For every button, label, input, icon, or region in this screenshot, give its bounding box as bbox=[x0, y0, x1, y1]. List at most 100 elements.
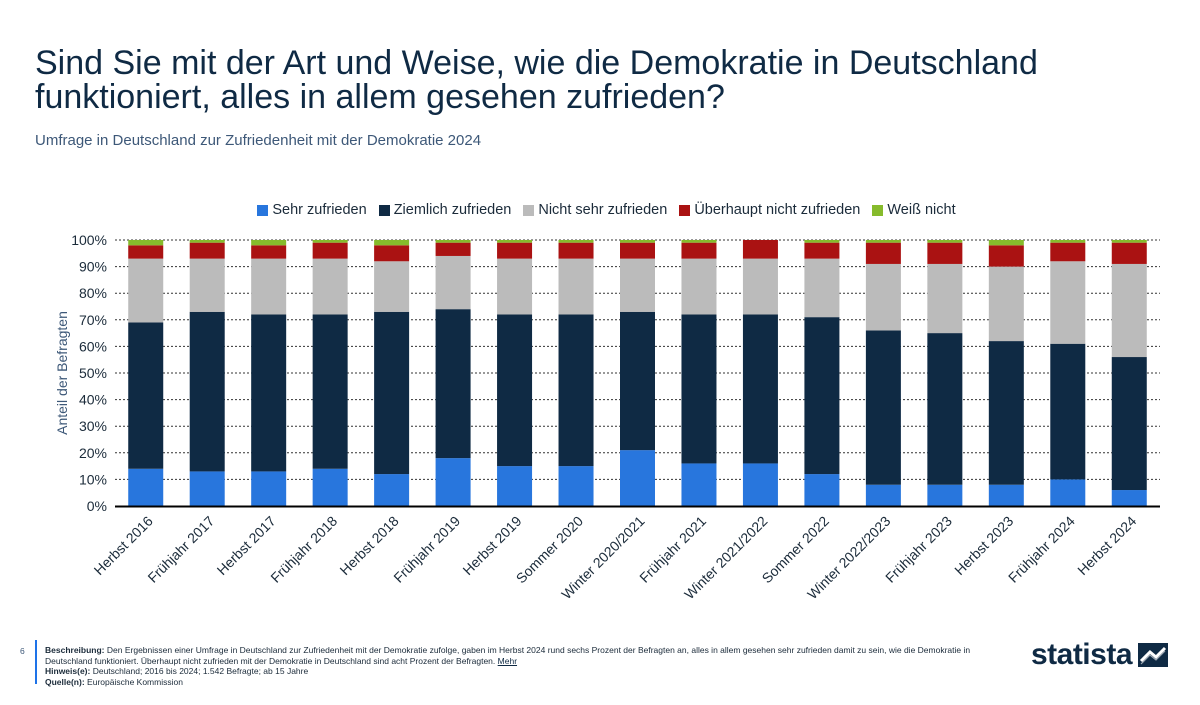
bar-segment bbox=[865, 484, 901, 506]
bar-segment bbox=[497, 240, 533, 243]
legend-label: Ziemlich zufrieden bbox=[393, 202, 512, 218]
bar-segment bbox=[1111, 263, 1147, 358]
legend-label: Sehr zufrieden bbox=[272, 202, 367, 218]
bar-segment bbox=[497, 314, 533, 467]
brand-name: statista bbox=[1030, 638, 1133, 671]
bar-segment bbox=[1050, 479, 1086, 506]
bar-segment bbox=[620, 258, 655, 312]
footer: 6 Beschreibung: Den Ergebnissen einer Um… bbox=[0, 638, 1200, 705]
legend-item[interactable]: Überhaupt nicht zufrieden bbox=[679, 202, 860, 218]
bar-segment bbox=[189, 311, 225, 472]
bar-segment bbox=[189, 242, 225, 259]
bar-segment bbox=[988, 240, 1024, 246]
y-tick-label: 10% bbox=[79, 471, 107, 487]
legend-item[interactable]: Ziemlich zufrieden bbox=[378, 202, 512, 218]
bar-segment bbox=[865, 242, 901, 264]
bar-segment bbox=[128, 245, 164, 259]
legend-item[interactable]: Weiß nicht bbox=[872, 202, 956, 218]
legend-label: Überhaupt nicht zufrieden bbox=[694, 202, 861, 218]
bar-segment bbox=[435, 309, 471, 459]
bar-segment bbox=[312, 242, 348, 259]
y-tick-label: 30% bbox=[79, 418, 107, 434]
page-subtitle: Umfrage in Deutschland zur Zufriedenheit… bbox=[35, 132, 482, 149]
y-tick-label: 0% bbox=[87, 498, 107, 514]
y-tick-label: 80% bbox=[79, 285, 107, 301]
bar-segment bbox=[681, 242, 717, 259]
bar-segment bbox=[558, 466, 594, 506]
bar-segment bbox=[988, 341, 1024, 485]
bar-segment bbox=[312, 258, 348, 315]
bar-segment bbox=[865, 330, 901, 485]
bar-segment bbox=[435, 240, 471, 243]
legend-swatch bbox=[872, 204, 884, 216]
bar-segment bbox=[804, 317, 840, 475]
bar-segment bbox=[804, 242, 840, 259]
bar-segment bbox=[927, 484, 963, 506]
stacked-bar-chart: 0% 10% 20% 30% 40% 50% 60% 70% 80% 90% 100% Anteil … bbox=[54, 232, 1160, 602]
source-text: Europäische Kommission bbox=[87, 676, 183, 687]
x-tick-label: Herbst 2016 bbox=[91, 513, 156, 578]
bar-segment bbox=[927, 242, 963, 264]
bar-segment bbox=[1111, 240, 1147, 243]
description-label: Beschreibung: bbox=[45, 645, 105, 655]
bar-segment bbox=[1050, 242, 1086, 262]
bar-segment bbox=[128, 258, 164, 323]
bar-segment bbox=[1111, 242, 1147, 264]
bar-segment bbox=[804, 474, 840, 506]
bar-segment bbox=[251, 258, 287, 315]
y-axis-label: Anteil der Befragten bbox=[54, 311, 70, 435]
bar-segment bbox=[681, 240, 717, 243]
footer-text: Beschreibung: Den Ergebnissen einer Umfr… bbox=[45, 645, 1005, 687]
footer-source: Quelle(n): Europäische Kommission bbox=[45, 677, 1005, 688]
bar-segment bbox=[1050, 240, 1086, 243]
description-text: Den Ergebnissen einer Umfrage in Deutsch… bbox=[45, 645, 971, 666]
bar-segment bbox=[620, 240, 655, 243]
bar-segment bbox=[681, 463, 717, 506]
bar-segment bbox=[497, 466, 533, 506]
bar-segment bbox=[620, 311, 655, 451]
bar-segment bbox=[189, 471, 225, 506]
x-tick-label: Herbst 2024 bbox=[1074, 513, 1139, 578]
legend-swatch bbox=[679, 204, 691, 216]
legend-label: Weiß nicht bbox=[887, 202, 956, 218]
bar-segment bbox=[804, 258, 840, 318]
bar-segment bbox=[1050, 261, 1086, 344]
footer-note: Hinweis(e): Deutschland; 2016 bis 2024; … bbox=[45, 666, 1005, 677]
y-tick-label: 60% bbox=[79, 338, 107, 354]
bar-segment bbox=[558, 240, 594, 243]
bar-segment bbox=[374, 261, 410, 312]
bar-segment bbox=[1111, 357, 1147, 491]
y-tick-label: 90% bbox=[79, 259, 107, 275]
legend-label: Nicht sehr zufrieden bbox=[538, 202, 668, 218]
legend-item[interactable]: Sehr zufrieden bbox=[257, 202, 367, 218]
page-number: 6 bbox=[20, 646, 25, 656]
bar-segment bbox=[865, 263, 901, 331]
x-tick-label: Herbst 2017 bbox=[214, 513, 279, 578]
legend-item[interactable]: Nicht sehr zufrieden bbox=[523, 202, 667, 218]
bar-segment bbox=[251, 471, 287, 506]
more-link[interactable]: Mehr bbox=[497, 655, 518, 666]
bar-segment bbox=[558, 314, 594, 467]
statista-logo[interactable]: statista bbox=[1031, 638, 1168, 672]
bar-segment bbox=[435, 255, 471, 310]
bar-segment bbox=[742, 463, 778, 506]
x-tick-label: Herbst 2019 bbox=[459, 513, 524, 578]
bar-segment bbox=[804, 240, 840, 243]
chart-legend: Sehr zufrieden Ziemlich zufrieden Nicht se… bbox=[0, 202, 1200, 218]
bar-segment bbox=[374, 474, 410, 506]
statista-logo-icon bbox=[1138, 643, 1168, 667]
page-title: Sind Sie mit der Art und Weise, wie die … bbox=[35, 44, 1038, 116]
bar-segment bbox=[865, 240, 901, 243]
bar-segment bbox=[497, 242, 533, 259]
bar-segment bbox=[128, 240, 164, 246]
bar-segment bbox=[742, 314, 778, 464]
bar-segment bbox=[128, 468, 164, 506]
bar-segment bbox=[620, 242, 655, 259]
bar-segment bbox=[435, 242, 471, 256]
bar-segment bbox=[742, 258, 778, 315]
bar-segment bbox=[312, 240, 348, 243]
bar-segment bbox=[681, 314, 717, 464]
bar-segment bbox=[374, 245, 410, 262]
bar-segment bbox=[497, 258, 533, 315]
bar-segment bbox=[927, 240, 963, 243]
